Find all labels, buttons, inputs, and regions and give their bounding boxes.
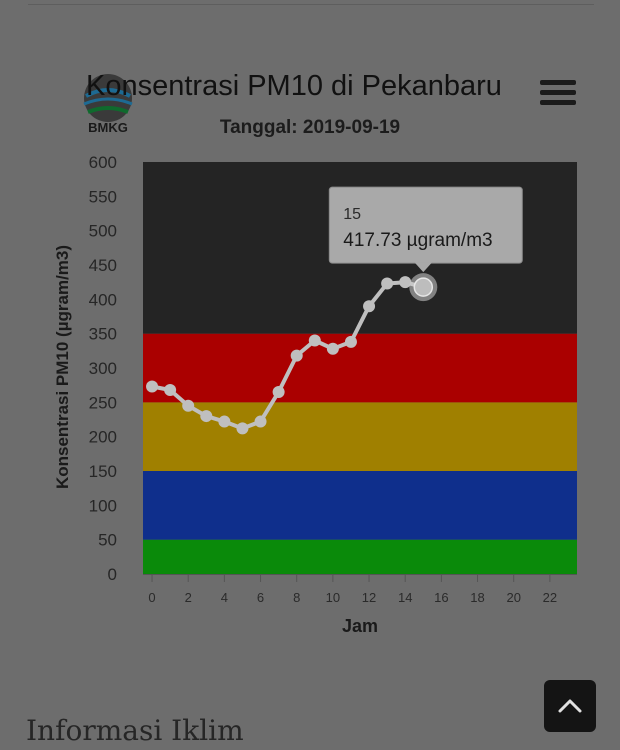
data-point <box>272 386 285 399</box>
data-point <box>381 277 394 290</box>
data-point <box>164 383 177 396</box>
data-point <box>308 334 321 347</box>
y-tick-label: 500 <box>89 222 117 241</box>
data-point <box>254 415 267 428</box>
top-divider <box>28 4 594 5</box>
data-point <box>326 342 339 355</box>
data-point <box>363 300 376 313</box>
x-tick-label: 14 <box>398 590 412 605</box>
data-point <box>146 380 159 393</box>
chart-subtitle: Tanggal: 2019-09-19 <box>219 117 401 138</box>
tooltip-box <box>328 186 523 264</box>
scroll-to-top-button[interactable] <box>544 680 596 732</box>
data-point <box>218 415 231 428</box>
series-line <box>151 280 424 431</box>
y-tick-label: 0 <box>108 565 117 584</box>
x-tick-label: 18 <box>470 590 484 605</box>
band-1 <box>143 471 577 540</box>
y-tick-label: 450 <box>89 256 117 275</box>
x-tick-label: 20 <box>506 590 520 605</box>
data-point <box>344 335 357 348</box>
x-axis-label: Jam <box>342 616 378 636</box>
tooltip-value: 417.73 µgram/m3 <box>343 230 492 251</box>
y-tick-label: 350 <box>89 325 117 344</box>
data-point <box>290 349 303 362</box>
hover-point <box>413 277 434 297</box>
data-point <box>182 399 195 412</box>
y-tick-label: 250 <box>89 393 117 412</box>
tooltip-pointer <box>414 262 433 273</box>
band-2 <box>143 402 577 471</box>
chevron-up-icon <box>558 699 582 713</box>
section-heading: Informasi Iklim <box>26 714 244 747</box>
tooltip-x-label: 15 <box>343 206 361 223</box>
x-tick-label: 6 <box>257 590 264 605</box>
hamburger-menu-icon[interactable] <box>540 80 576 110</box>
x-tick-label: 22 <box>543 590 557 605</box>
y-tick-label: 150 <box>89 462 117 481</box>
chart-title: Konsentrasi PM10 di Pekanbaru <box>86 70 502 102</box>
data-point <box>200 410 213 423</box>
y-tick-label: 50 <box>98 531 117 550</box>
x-tick-label: 4 <box>221 590 228 605</box>
y-tick-label: 300 <box>89 359 117 378</box>
x-tick-label: 12 <box>362 590 376 605</box>
x-tick-label: 16 <box>434 590 448 605</box>
logo-text: BMKG <box>88 120 128 135</box>
data-point <box>236 422 249 435</box>
x-tick-label: 8 <box>293 590 300 605</box>
y-axis-label: Konsentrasi PM10 (µgram/m3) <box>53 245 72 489</box>
y-tick-label: 550 <box>89 187 117 206</box>
y-tick-label: 600 <box>89 153 117 172</box>
y-tick-label: 200 <box>89 428 117 447</box>
band-0 <box>143 539 577 574</box>
band-3 <box>143 333 577 403</box>
x-tick-label: 2 <box>185 590 192 605</box>
y-tick-label: 100 <box>89 496 117 515</box>
bmkg-logo-icon: BMKG <box>76 72 140 138</box>
x-tick-label: 0 <box>148 590 155 605</box>
x-tick-label: 10 <box>326 590 340 605</box>
data-point <box>399 276 412 289</box>
y-tick-label: 400 <box>89 290 117 309</box>
